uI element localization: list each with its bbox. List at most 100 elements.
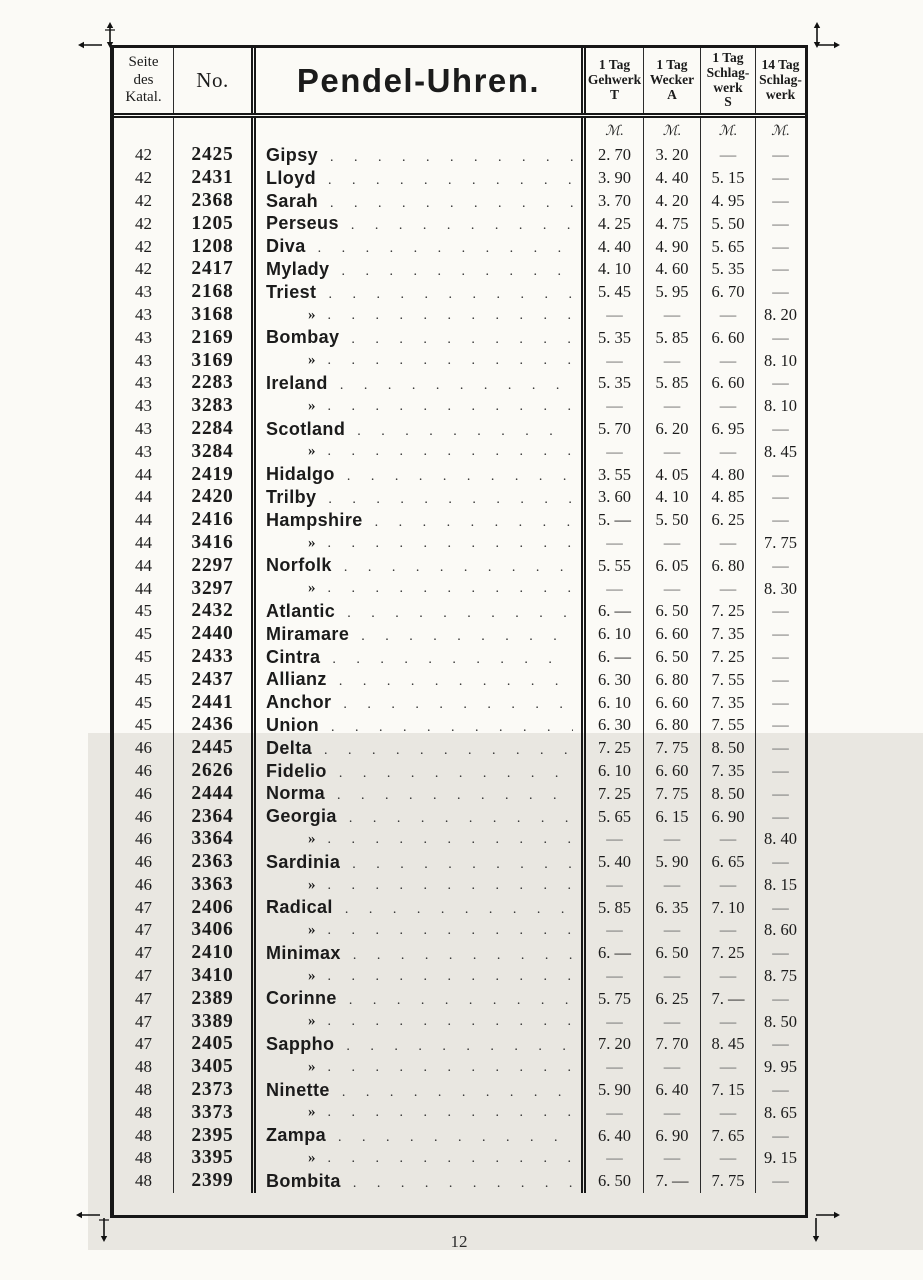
dot-leader: . . . . . . . . . . . . . . . . . . . . … bbox=[347, 605, 573, 621]
cell-catalog-page: 44 bbox=[114, 463, 174, 486]
dot-leader: . . . . . . . . . . . . . . . . . . . . … bbox=[327, 353, 574, 369]
cell-number: 2437 bbox=[174, 668, 256, 692]
cell-price-wecker: 4. 20 bbox=[644, 189, 701, 213]
cell-clock-name: Hidalgo . . . . . . . . . . . . . . . . .… bbox=[256, 463, 586, 486]
cell-price-gehwerk: — bbox=[586, 303, 644, 327]
ditto-mark: » bbox=[308, 922, 316, 939]
clock-name: Norma bbox=[266, 783, 326, 804]
cell-number: 3395 bbox=[174, 1147, 256, 1170]
dot-leader: . . . . . . . . . . . . . . . . . . . . … bbox=[330, 195, 573, 211]
cell-price-schlagwerk: 6. 80 bbox=[701, 554, 756, 578]
cell-price-wecker: — bbox=[644, 919, 701, 942]
cell-price-14tag: — bbox=[772, 555, 789, 575]
cell-catalog-page: 44 bbox=[114, 554, 174, 578]
cell-catalog-page: 42 bbox=[114, 166, 174, 190]
dot-leader: . . . . . . . . . . . . . . . . . . . . … bbox=[317, 241, 573, 257]
cell-clock-name: Radical . . . . . . . . . . . . . . . . .… bbox=[256, 896, 586, 920]
cell-price-14tag: — bbox=[772, 373, 789, 393]
cell-clock-name: Triest . . . . . . . . . . . . . . . . . … bbox=[256, 280, 586, 304]
cell-price-schlagwerk: 6. 70 bbox=[701, 280, 756, 304]
cell-catalog-page: 47 bbox=[114, 941, 174, 965]
dot-leader: . . . . . . . . . . . . . . . . . . . . … bbox=[327, 535, 574, 551]
cell-clock-name: Sappho . . . . . . . . . . . . . . . . . … bbox=[256, 1033, 586, 1056]
ditto-mark: » bbox=[308, 967, 316, 984]
clock-name: Lloyd bbox=[266, 167, 316, 188]
cell-price-schlagwerk: 7. 55 bbox=[701, 713, 756, 737]
cell-number: 3284 bbox=[174, 440, 256, 464]
dot-leader: . . . . . . . . . . . . . . . . . . . . … bbox=[351, 332, 573, 348]
cell-price-14tag: — bbox=[772, 487, 789, 507]
cell-price-schlagwerk: — bbox=[701, 1147, 756, 1170]
cell-price-schlagwerk: 5. 15 bbox=[701, 166, 756, 190]
cell-price-gehwerk: 7. 25 bbox=[586, 782, 644, 806]
cell-catalog-page: 48 bbox=[114, 1169, 174, 1193]
cell-price-14tag: — bbox=[772, 852, 789, 872]
cell-price-gehwerk: 6. — bbox=[586, 599, 644, 623]
cell-clock-name: Bombita . . . . . . . . . . . . . . . . .… bbox=[256, 1169, 586, 1193]
cell-price-14tag: 8. 65 bbox=[764, 1102, 797, 1122]
cell-price-wecker: — bbox=[644, 1101, 701, 1125]
cell-catalog-page: 42 bbox=[114, 257, 174, 281]
cell-price-14tag: 8. 10 bbox=[764, 396, 797, 416]
cell-number: 2441 bbox=[174, 691, 256, 714]
page-title: Pendel-Uhren. bbox=[256, 48, 586, 113]
cell-price-schlagwerk: — bbox=[701, 964, 756, 988]
cell-clock-name: Gipsy . . . . . . . . . . . . . . . . . .… bbox=[256, 144, 586, 167]
dot-leader: . . . . . . . . . . . . . . . . . . . . … bbox=[327, 1151, 574, 1167]
cell-price-gehwerk: — bbox=[586, 827, 644, 851]
ditto-mark: » bbox=[308, 443, 316, 460]
dot-leader: . . . . . . . . . . . . . . . . . . . . … bbox=[341, 1084, 573, 1100]
cell-price-schlagwerk: — bbox=[701, 394, 756, 418]
cell-price-14tag: — bbox=[772, 1034, 789, 1054]
cell-number: 2440 bbox=[174, 622, 256, 646]
cell-catalog-page: 42 bbox=[114, 212, 174, 236]
cell-price-schlagwerk: — bbox=[701, 919, 756, 942]
cell-catalog-page: 48 bbox=[114, 1055, 174, 1079]
cell-price-14tag: 8. 45 bbox=[764, 441, 797, 461]
cell-catalog-page: 43 bbox=[114, 371, 174, 395]
cell-price-gehwerk: 6. — bbox=[586, 645, 644, 669]
cell-price-gehwerk: 5. 70 bbox=[586, 417, 644, 441]
cell-clock-name: Zampa . . . . . . . . . . . . . . . . . .… bbox=[256, 1124, 586, 1148]
cell-number: 2169 bbox=[174, 326, 256, 350]
cell-clock-name: Perseus . . . . . . . . . . . . . . . . .… bbox=[256, 212, 586, 236]
cell-price-wecker: 6. 20 bbox=[644, 417, 701, 441]
cell-price-wecker: — bbox=[644, 1147, 701, 1170]
dot-leader: . . . . . . . . . . . . . . . . . . . . … bbox=[344, 902, 573, 918]
cell-price-14tag: — bbox=[772, 738, 789, 758]
cell-number: 1208 bbox=[174, 235, 256, 258]
cell-price-14tag: — bbox=[772, 145, 789, 165]
cell-price-wecker: 7. 75 bbox=[644, 782, 701, 806]
header-schlagwerk: 1 Tag Schlag- werk S bbox=[701, 48, 756, 113]
cell-price-schlagwerk: 5. 35 bbox=[701, 257, 756, 281]
cell-catalog-page: 45 bbox=[114, 599, 174, 623]
cell-number: 3364 bbox=[174, 827, 256, 851]
clock-name: Scotland bbox=[266, 418, 346, 439]
cell-price-wecker: 6. 60 bbox=[644, 691, 701, 714]
cell-catalog-page: 44 bbox=[114, 485, 174, 509]
ditto-mark: » bbox=[308, 1013, 316, 1030]
ditto-mark: » bbox=[308, 876, 316, 893]
cell-price-gehwerk: 5. 90 bbox=[586, 1078, 644, 1102]
cell-number: 3389 bbox=[174, 1010, 256, 1034]
dot-leader: . . . . . . . . . . . . . . . . . . . . … bbox=[339, 377, 573, 393]
header-wecker: 1 Tag Wecker A bbox=[644, 48, 701, 113]
cell-price-14tag: — bbox=[772, 510, 789, 530]
cell-catalog-page: 47 bbox=[114, 896, 174, 920]
cell-price-schlagwerk: — bbox=[701, 440, 756, 464]
cell-catalog-page: 42 bbox=[114, 235, 174, 258]
cell-number: 3168 bbox=[174, 303, 256, 327]
cell-number: 3297 bbox=[174, 577, 256, 600]
cell-price-wecker: — bbox=[644, 577, 701, 600]
